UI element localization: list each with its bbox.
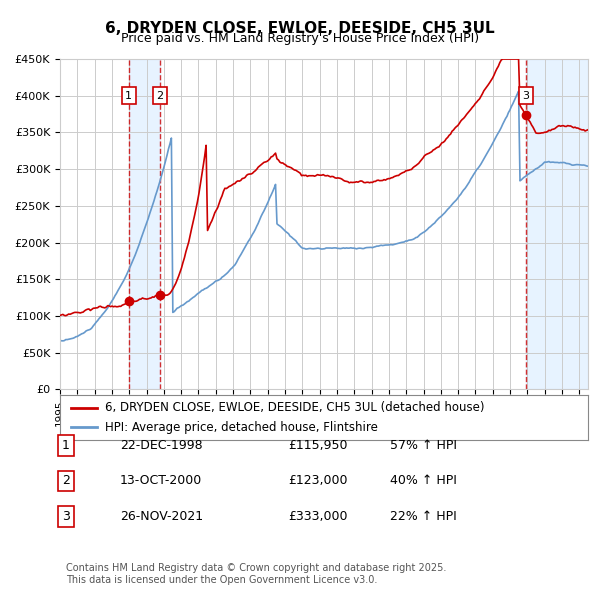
Text: 3: 3 [522,91,529,101]
Text: 1: 1 [62,439,70,452]
Text: 6, DRYDEN CLOSE, EWLOE, DEESIDE, CH5 3UL (detached house): 6, DRYDEN CLOSE, EWLOE, DEESIDE, CH5 3UL… [105,401,484,414]
Text: 2: 2 [62,474,70,487]
Text: HPI: Average price, detached house, Flintshire: HPI: Average price, detached house, Flin… [105,421,378,434]
Text: Contains HM Land Registry data © Crown copyright and database right 2025.
This d: Contains HM Land Registry data © Crown c… [66,563,446,585]
Text: 13-OCT-2000: 13-OCT-2000 [120,474,202,487]
Bar [129,59,160,389]
Text: 40% ↑ HPI: 40% ↑ HPI [390,474,457,487]
Text: 22% ↑ HPI: 22% ↑ HPI [390,510,457,523]
Text: £123,000: £123,000 [288,474,347,487]
Text: 1: 1 [125,91,132,101]
Text: 3: 3 [62,510,70,523]
Text: 6, DRYDEN CLOSE, EWLOE, DEESIDE, CH5 3UL: 6, DRYDEN CLOSE, EWLOE, DEESIDE, CH5 3UL [105,21,495,35]
Text: 2: 2 [157,91,164,101]
Bar [526,59,588,389]
Text: 26-NOV-2021: 26-NOV-2021 [120,510,203,523]
Text: 22-DEC-1998: 22-DEC-1998 [120,439,203,452]
Text: £333,000: £333,000 [288,510,347,523]
Text: 57% ↑ HPI: 57% ↑ HPI [390,439,457,452]
Text: £115,950: £115,950 [288,439,347,452]
Text: Price paid vs. HM Land Registry's House Price Index (HPI): Price paid vs. HM Land Registry's House … [121,32,479,45]
